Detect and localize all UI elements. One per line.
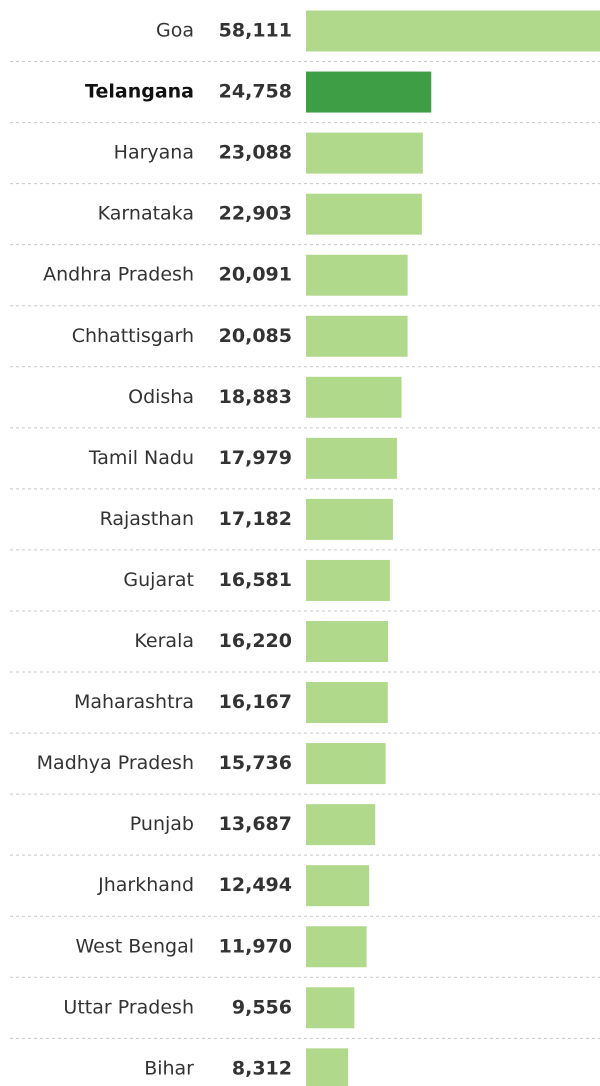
value-label: 22,903: [219, 203, 292, 225]
value-label: 20,085: [219, 325, 292, 347]
category-label: Haryana: [114, 142, 194, 164]
category-label: Karnataka: [98, 203, 194, 225]
bar: [306, 621, 389, 662]
bar: [306, 498, 393, 540]
bar: [306, 71, 432, 113]
bar: [306, 254, 408, 296]
value-label: 13,687: [219, 813, 292, 835]
value-label: 16,167: [219, 691, 292, 713]
category-label: Punjab: [130, 813, 194, 835]
value-label: 23,088: [219, 142, 292, 164]
value-label: 17,182: [219, 508, 292, 530]
category-label: West Bengal: [76, 935, 195, 957]
value-label: 58,111: [219, 20, 292, 42]
category-label: Kerala: [134, 630, 194, 652]
value-label: 20,091: [219, 264, 292, 286]
category-label: Maharashtra: [74, 691, 194, 713]
bar: [306, 987, 355, 1029]
category-label: Bihar: [144, 1057, 194, 1079]
bar: [306, 193, 422, 235]
bar: [306, 865, 370, 907]
category-label: Chhattisgarh: [72, 325, 194, 347]
category-label: Rajasthan: [100, 508, 194, 530]
bar: [306, 743, 386, 785]
bar: [306, 682, 388, 724]
value-label: 17,979: [219, 447, 292, 469]
value-label: 15,736: [219, 752, 292, 774]
category-label: Gujarat: [123, 569, 194, 591]
value-label: 8,312: [232, 1057, 292, 1079]
category-label: Jharkhand: [97, 874, 194, 896]
value-label: 16,581: [219, 569, 292, 591]
bar: [306, 10, 600, 52]
bar: [306, 559, 390, 601]
value-label: 16,220: [219, 630, 292, 652]
bar: [306, 376, 402, 418]
category-label: Goa: [156, 20, 194, 42]
category-label: Telangana: [85, 81, 194, 103]
bar: [306, 315, 408, 357]
bar: [306, 1048, 349, 1086]
category-label: Madhya Pradesh: [37, 752, 194, 774]
value-label: 18,883: [219, 386, 292, 408]
value-label: 12,494: [219, 874, 292, 896]
category-label: Andhra Pradesh: [43, 264, 194, 286]
category-label: Tamil Nadu: [88, 447, 194, 469]
category-label: Odisha: [128, 386, 194, 408]
bar: [306, 132, 423, 174]
bar: [306, 437, 397, 479]
bar: [306, 926, 367, 968]
value-label: 9,556: [232, 996, 292, 1018]
value-label: 11,970: [219, 935, 292, 957]
category-label: Uttar Pradesh: [63, 996, 194, 1018]
bar: [306, 804, 376, 846]
value-label: 24,758: [219, 81, 292, 103]
